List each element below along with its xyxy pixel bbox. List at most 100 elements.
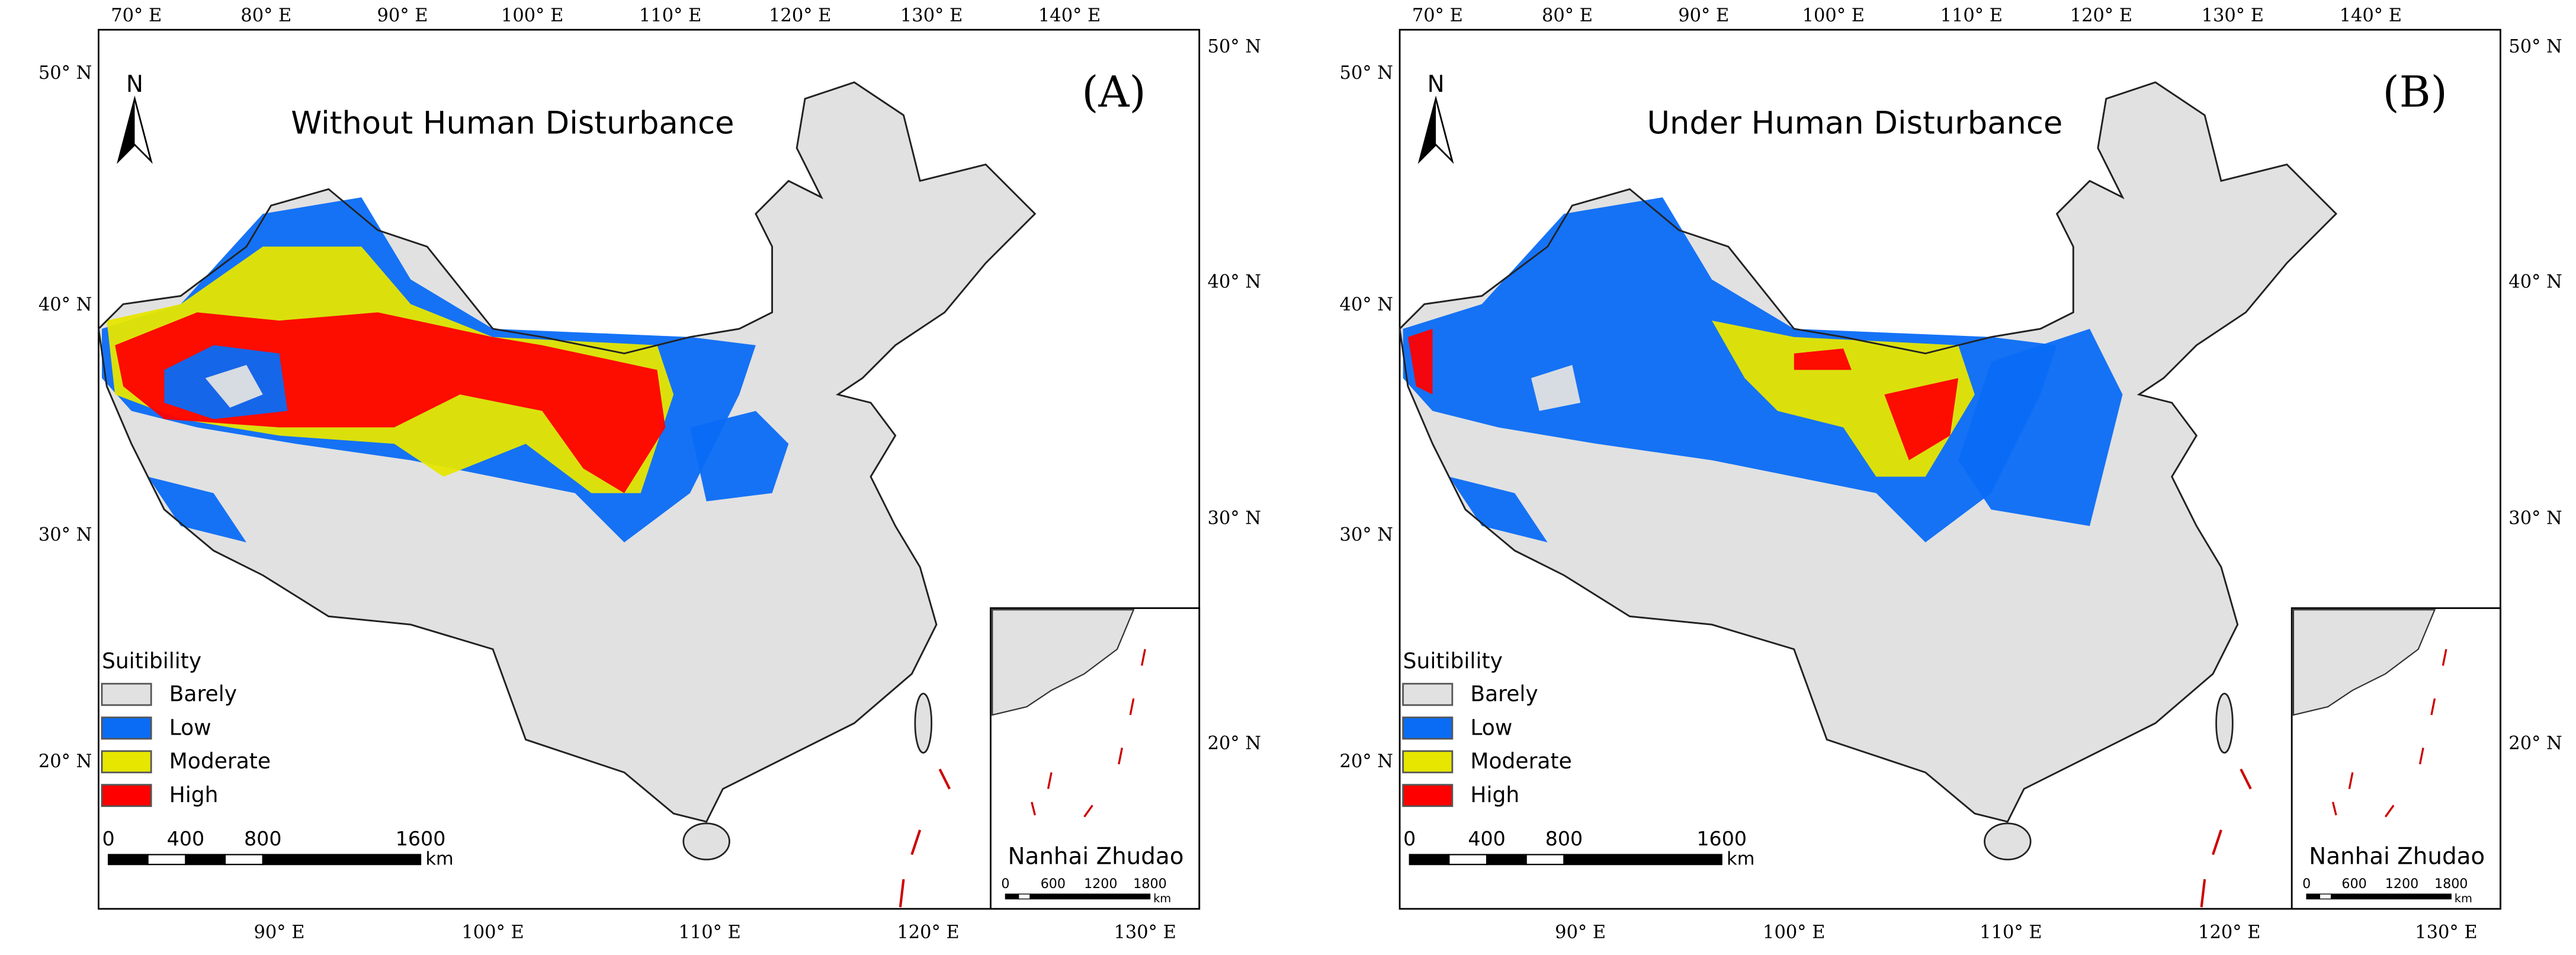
- inset-dashes: [1031, 649, 1146, 818]
- bottom-tick-label: 120° E: [897, 922, 959, 943]
- top-tick-label: 90° E: [377, 5, 428, 26]
- bottom-tick-label: 130° E: [1114, 922, 1176, 943]
- bottom-tick-label: 120° E: [2198, 922, 2260, 943]
- top-tick-label: 70° E: [1412, 5, 1463, 26]
- top-tick-label: 80° E: [240, 5, 291, 26]
- inset-scale-bar: [1053, 893, 1151, 900]
- top-tick-label: 130° E: [900, 5, 963, 26]
- scale-unit: km: [1727, 848, 1754, 869]
- right-tick-label: 40° N: [1208, 271, 1261, 292]
- top-tick-label: 90° E: [1678, 5, 1729, 26]
- inset-scale-label: 1200: [1084, 876, 1117, 892]
- left-tick-label: 40° N: [1340, 294, 1393, 315]
- bottom-tick-label: 100° E: [1763, 922, 1825, 943]
- china-borders: [1398, 81, 2338, 823]
- right-tick-label: 30° N: [1208, 508, 1261, 529]
- legend-label: Moderate: [1470, 749, 1571, 774]
- suitability-area: [1958, 328, 2123, 526]
- inset-land: [992, 609, 1135, 716]
- scale-bar: [1448, 854, 1488, 866]
- legend-label: Barely: [169, 682, 237, 707]
- inset-scale-label: 1200: [2385, 876, 2418, 892]
- scale-label: 400: [167, 827, 205, 850]
- left-tick-label: 20° N: [1340, 751, 1393, 772]
- legend-swatch: [1402, 784, 1454, 807]
- scale-bar: [1563, 854, 1722, 866]
- panel-title: Without Human Disturbance: [291, 105, 734, 142]
- bottom-tick-label: 90° E: [1555, 922, 1606, 943]
- legend-title: Suitibility: [102, 649, 201, 674]
- scale-bar: [1525, 854, 1565, 866]
- left-tick-label: 40° N: [39, 294, 92, 315]
- top-tick-label: 100° E: [501, 5, 563, 26]
- left-tick-label: 20° N: [39, 751, 92, 772]
- suitability-area: [1407, 328, 1433, 395]
- scale-label: 0: [1403, 827, 1416, 850]
- inset-scale-bar: [1005, 893, 1019, 900]
- scale-unit: km: [425, 848, 453, 869]
- north-arrow-fill: [1419, 98, 1436, 162]
- panel-label: (B): [2383, 68, 2447, 117]
- scale-label: 1600: [396, 827, 446, 850]
- scale-bar: [185, 854, 226, 866]
- top-tick-label: 80° E: [1542, 5, 1593, 26]
- north-label: N: [126, 71, 143, 98]
- top-tick-label: 70° E: [111, 5, 162, 26]
- top-tick-label: 130° E: [2202, 5, 2264, 26]
- top-tick-label: 140° E: [1038, 5, 1101, 26]
- legend-label: Low: [169, 715, 211, 740]
- legend-label: High: [169, 783, 219, 807]
- bottom-tick-label: 110° E: [678, 922, 740, 943]
- inset-scale-unit: km: [1153, 892, 1171, 905]
- nine-dash-line: [899, 768, 951, 908]
- right-tick-label: 50° N: [2508, 37, 2562, 57]
- legend-label: Low: [1470, 715, 1512, 740]
- legend-swatch: [101, 682, 152, 706]
- suitability-area: [1449, 476, 1548, 543]
- scale-bar: [224, 854, 264, 866]
- scale-bar: [1486, 854, 1527, 866]
- left-tick-label: 30° N: [1340, 524, 1393, 545]
- legend-swatch: [101, 750, 152, 774]
- inset-scale-bar: [2353, 893, 2452, 900]
- inset-label: Nanhai Zhudao: [1008, 844, 1183, 870]
- scale-bar: [147, 854, 187, 866]
- inset-land: [2292, 609, 2436, 716]
- legend-label: Barely: [1470, 682, 1538, 707]
- top-tick-label: 100° E: [1802, 5, 1865, 26]
- scale-label: 0: [102, 827, 114, 850]
- legend-title: Suitibility: [1403, 649, 1503, 674]
- left-tick-label: 30° N: [39, 524, 92, 545]
- hainan: [1984, 822, 2032, 861]
- suitability-area: [1794, 348, 1852, 370]
- panel-label: (A): [1082, 68, 1146, 117]
- left-tick-label: 50° N: [1340, 63, 1393, 84]
- top-tick-label: 110° E: [1940, 5, 2003, 26]
- inset-scale-label: 600: [1041, 876, 1066, 892]
- right-tick-label: 20° N: [1208, 733, 1261, 754]
- legend-label: High: [1470, 783, 1519, 807]
- legend-swatch: [101, 784, 152, 807]
- top-tick-label: 120° E: [2070, 5, 2132, 26]
- scale-label: 800: [1545, 827, 1583, 850]
- top-tick-label: 120° E: [769, 5, 831, 26]
- map-panel: 70° E 80° E 90° E 100° E 110° E 120° E 130° E 1…: [39, 5, 1261, 943]
- top-tick-label: 110° E: [639, 5, 701, 26]
- suitability-area: [689, 411, 789, 502]
- taiwan: [914, 693, 933, 754]
- scale-bar: [107, 854, 149, 866]
- inset-scale-bar: [1018, 893, 1031, 900]
- hainan: [682, 822, 730, 861]
- north-label: N: [1427, 71, 1445, 98]
- inset-scale-bar: [2331, 893, 2355, 900]
- scale-bar: [262, 854, 422, 866]
- suitability-area: [1884, 378, 1959, 460]
- inset-scale-label: 0: [2302, 876, 2311, 892]
- taiwan: [2215, 693, 2234, 754]
- bottom-tick-label: 130° E: [2415, 922, 2477, 943]
- left-tick-label: 50° N: [39, 63, 92, 84]
- inset-label: Nanhai Zhudao: [2309, 844, 2485, 870]
- suitability-area: [1531, 365, 1581, 411]
- legend-swatch: [1402, 682, 1454, 706]
